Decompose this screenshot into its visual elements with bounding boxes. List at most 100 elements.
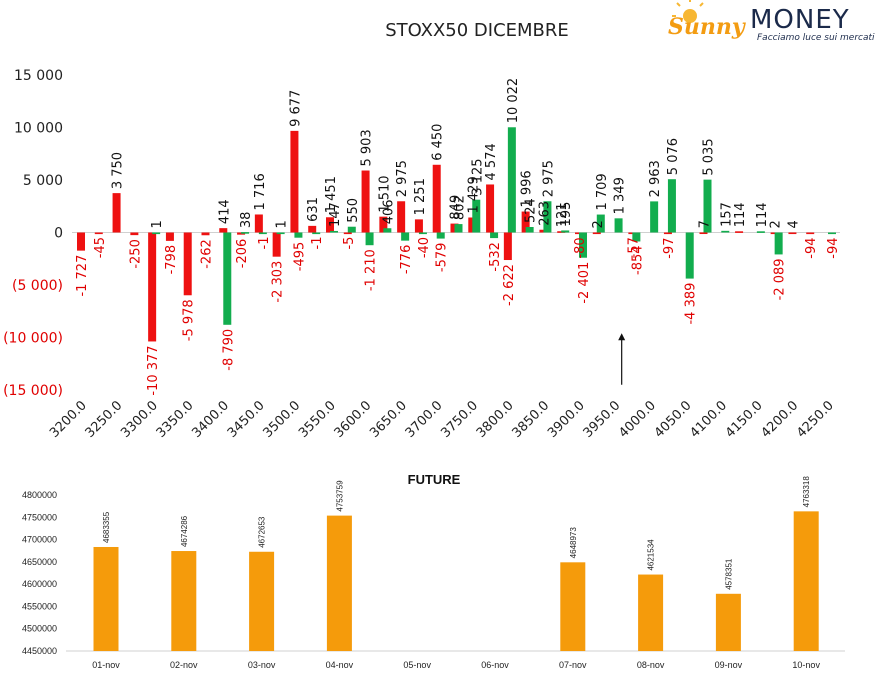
bar-red bbox=[806, 232, 815, 235]
data-label-green: 147 bbox=[328, 202, 343, 227]
bar-red bbox=[112, 193, 121, 233]
future-x-tick-label: 01-nov bbox=[92, 660, 120, 670]
bar-green bbox=[330, 230, 338, 233]
bar-red bbox=[308, 225, 317, 233]
future-chart-title: FUTURE bbox=[408, 472, 461, 487]
main-x-tick-label: 3400.0 bbox=[189, 398, 232, 441]
data-label-red: -45 bbox=[93, 237, 108, 258]
data-label-red: -2 303 bbox=[271, 261, 286, 303]
future-x-tick-label: 04-nov bbox=[326, 660, 354, 670]
future-x-tick-label: 02-nov bbox=[170, 660, 198, 670]
logo-brand-part1: Sunny bbox=[668, 14, 747, 40]
data-label-green: 10 022 bbox=[506, 78, 521, 124]
future-bar bbox=[326, 515, 352, 651]
data-label-red: 1 251 bbox=[413, 178, 428, 215]
future-x-tick-label: 05-nov bbox=[403, 660, 431, 670]
data-label-green: 157 bbox=[719, 202, 734, 227]
data-label-green: 2 975 bbox=[541, 160, 556, 197]
future-bar bbox=[793, 511, 819, 651]
bar-green bbox=[579, 232, 587, 258]
data-label-red: 9 677 bbox=[288, 90, 303, 127]
bar-red bbox=[414, 219, 423, 233]
bar-green bbox=[490, 232, 499, 239]
future-data-label: 4674286 bbox=[180, 515, 189, 547]
bar-green bbox=[294, 232, 303, 238]
data-label-red: 414 bbox=[217, 199, 232, 224]
bar-red bbox=[165, 232, 174, 241]
main-x-tick-label: 3250.0 bbox=[83, 398, 126, 441]
data-label-green: 1 bbox=[275, 220, 290, 228]
data-label-red: 631 bbox=[306, 197, 321, 222]
main-x-tick-label: 4250.0 bbox=[794, 398, 837, 441]
future-data-label: 4683355 bbox=[102, 511, 111, 543]
data-label-red: 4 574 bbox=[484, 143, 499, 180]
data-label-red: 1 996 bbox=[520, 170, 535, 207]
bar-green bbox=[561, 230, 570, 233]
bar-green bbox=[383, 228, 392, 233]
bar-green bbox=[365, 232, 374, 246]
future-y-tick-label: 4650000 bbox=[22, 557, 57, 567]
data-label-green: 1 bbox=[150, 220, 165, 228]
future-y-tick-label: 4450000 bbox=[22, 646, 57, 656]
data-label-red: -80 bbox=[573, 237, 588, 258]
main-x-tick-label: 4100.0 bbox=[687, 398, 730, 441]
data-label-green: -94 bbox=[826, 237, 841, 258]
bar-red bbox=[592, 232, 601, 235]
data-label-green: -579 bbox=[435, 243, 450, 273]
main-y-tick-label: (5 000) bbox=[12, 278, 63, 294]
future-y-tick-label: 4800000 bbox=[22, 490, 57, 500]
main-x-tick-label: 3300.0 bbox=[118, 398, 161, 441]
bar-green bbox=[152, 232, 161, 235]
data-label-green: -2 401 bbox=[577, 262, 592, 304]
data-label-green: -8 790 bbox=[221, 329, 236, 371]
data-label-red: 121 bbox=[555, 202, 570, 227]
future-y-tick-label: 4600000 bbox=[22, 579, 57, 589]
data-label-red: -262 bbox=[200, 239, 215, 269]
main-x-tick-label: 3900.0 bbox=[545, 398, 588, 441]
data-label-green: 802 bbox=[453, 195, 468, 220]
bar-red bbox=[379, 216, 388, 233]
bar-red bbox=[326, 217, 334, 233]
arrow-annotation bbox=[618, 333, 626, 385]
data-label-red: 849 bbox=[449, 195, 464, 220]
main-y-tick-label: 0 bbox=[54, 226, 63, 242]
data-label-green: 2 963 bbox=[648, 160, 663, 197]
future-data-label: 4672653 bbox=[258, 516, 267, 548]
data-label-green: -4 389 bbox=[684, 283, 699, 325]
bar-red bbox=[272, 232, 281, 257]
bar-red bbox=[663, 232, 672, 235]
main-x-tick-label: 3650.0 bbox=[367, 398, 410, 441]
data-label-red: -10 377 bbox=[146, 345, 161, 395]
bar-green bbox=[667, 179, 676, 233]
data-label-green: -1 210 bbox=[364, 249, 379, 291]
data-label-red: 1 451 bbox=[324, 176, 339, 213]
bar-green bbox=[401, 232, 410, 241]
bar-red bbox=[77, 232, 85, 251]
future-y-tick-label: 4750000 bbox=[22, 512, 57, 522]
bar-red bbox=[361, 170, 370, 233]
bar-red bbox=[201, 232, 210, 236]
bar-red bbox=[521, 211, 530, 233]
future-bar bbox=[560, 562, 586, 651]
bar-red bbox=[432, 164, 441, 233]
bar-red bbox=[148, 232, 157, 342]
bar-red bbox=[503, 232, 512, 261]
bar-green bbox=[347, 226, 356, 233]
bar-green bbox=[454, 224, 463, 233]
data-label-red: -5 bbox=[342, 237, 357, 250]
data-label-red: 2 975 bbox=[395, 160, 410, 197]
future-x-tick-label: 03-nov bbox=[248, 660, 276, 670]
data-label-red: -57 bbox=[626, 237, 641, 258]
data-label-red: -250 bbox=[128, 239, 143, 269]
bar-green bbox=[223, 232, 232, 325]
main-x-tick-label: 3600.0 bbox=[332, 398, 375, 441]
main-x-tick-label: 4000.0 bbox=[616, 398, 659, 441]
data-label-red: -798 bbox=[164, 245, 179, 275]
data-label-red: -206 bbox=[235, 239, 250, 269]
data-label-red: 3 750 bbox=[111, 152, 126, 189]
bar-green bbox=[276, 232, 285, 235]
bar-green bbox=[241, 232, 250, 234]
data-label-green: 5 076 bbox=[666, 138, 681, 175]
data-label-green: 406 bbox=[381, 199, 396, 224]
data-label-red: 6 450 bbox=[431, 124, 446, 161]
